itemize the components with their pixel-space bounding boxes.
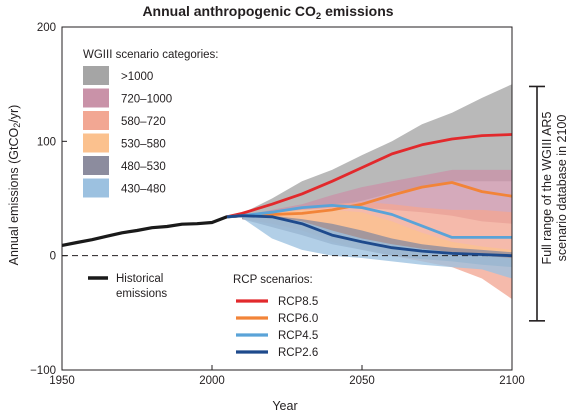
rcp-legend-label: RCP6.0	[278, 313, 318, 325]
historical-legend-label-1: Historical	[116, 273, 163, 285]
x-tick-label: 1950	[49, 375, 75, 387]
x-axis-label: Year	[272, 399, 297, 413]
scenario-legend-label: 480–530	[121, 161, 166, 173]
scenario-legend-label: 530–580	[121, 139, 166, 151]
y-tick-label: 200	[37, 22, 56, 34]
rcp-line-rcp60	[226, 181, 513, 219]
scenario-legend: >1000 720–1000 580–720 530–580 480–530 430–48…	[83, 66, 172, 198]
scenario-band-0	[242, 84, 512, 220]
scenario-legend-label: 720–1000	[121, 94, 172, 106]
range-label-1: Full range of the WGIII AR5	[540, 112, 554, 265]
historical-line	[61, 214, 243, 247]
scenario-band-5	[242, 215, 512, 279]
plot-frame	[61, 26, 513, 371]
rcp-legend-title: RCP scenarios:	[233, 274, 313, 286]
scenario-legend-swatch	[83, 156, 109, 175]
x-tick-label: 2050	[349, 375, 375, 387]
series-lines	[61, 133, 513, 258]
rcp-line-rcp85	[226, 133, 513, 219]
rcp-legend-label: RCP8.5	[278, 296, 318, 308]
scenario-legend-swatch	[83, 111, 109, 130]
rcp-legend-label: RCP2.6	[278, 347, 318, 359]
range-label-2: scenario database in 2100	[555, 115, 569, 262]
scenario-legend-swatch	[83, 178, 109, 198]
x-axis-ticks: 1950 2000 2050 2100	[49, 365, 525, 387]
scenario-legend-swatch	[83, 66, 109, 85]
scenario-legend-label: 580–720	[121, 116, 166, 128]
y-axis-label: Annual emissions (GtCO2/yr)	[7, 105, 22, 266]
y-tick-label: −100	[30, 365, 56, 377]
x-tick-label: 2100	[499, 375, 525, 387]
scenario-legend-label: 430–480	[121, 184, 166, 196]
rcp-line-rcp45	[226, 203, 512, 239]
rcp-legend-label: RCP4.5	[278, 330, 318, 342]
rcp-line-rcp26	[226, 214, 513, 258]
scenario-legend-swatch	[83, 133, 109, 153]
rcp-legend: RCP8.5 RCP6.0 RCP4.5 RCP2.6	[236, 296, 318, 359]
scenario-legend-swatch	[83, 88, 109, 108]
y-tick-label: 100	[37, 136, 56, 148]
scenario-legend-label: >1000	[121, 71, 153, 83]
scenario-bands	[242, 84, 512, 300]
x-tick-label: 2000	[199, 375, 225, 387]
y-tick-label: 0	[50, 251, 56, 263]
scenario-legend-title: WGIII scenario categories:	[83, 49, 219, 61]
range-bracket	[529, 85, 545, 322]
historical-legend-label-2: emissions	[116, 288, 167, 300]
chart-title: Annual anthropogenic CO2 emissions	[142, 3, 393, 22]
y-axis-ticks: 200 100 0 −100	[30, 22, 67, 377]
